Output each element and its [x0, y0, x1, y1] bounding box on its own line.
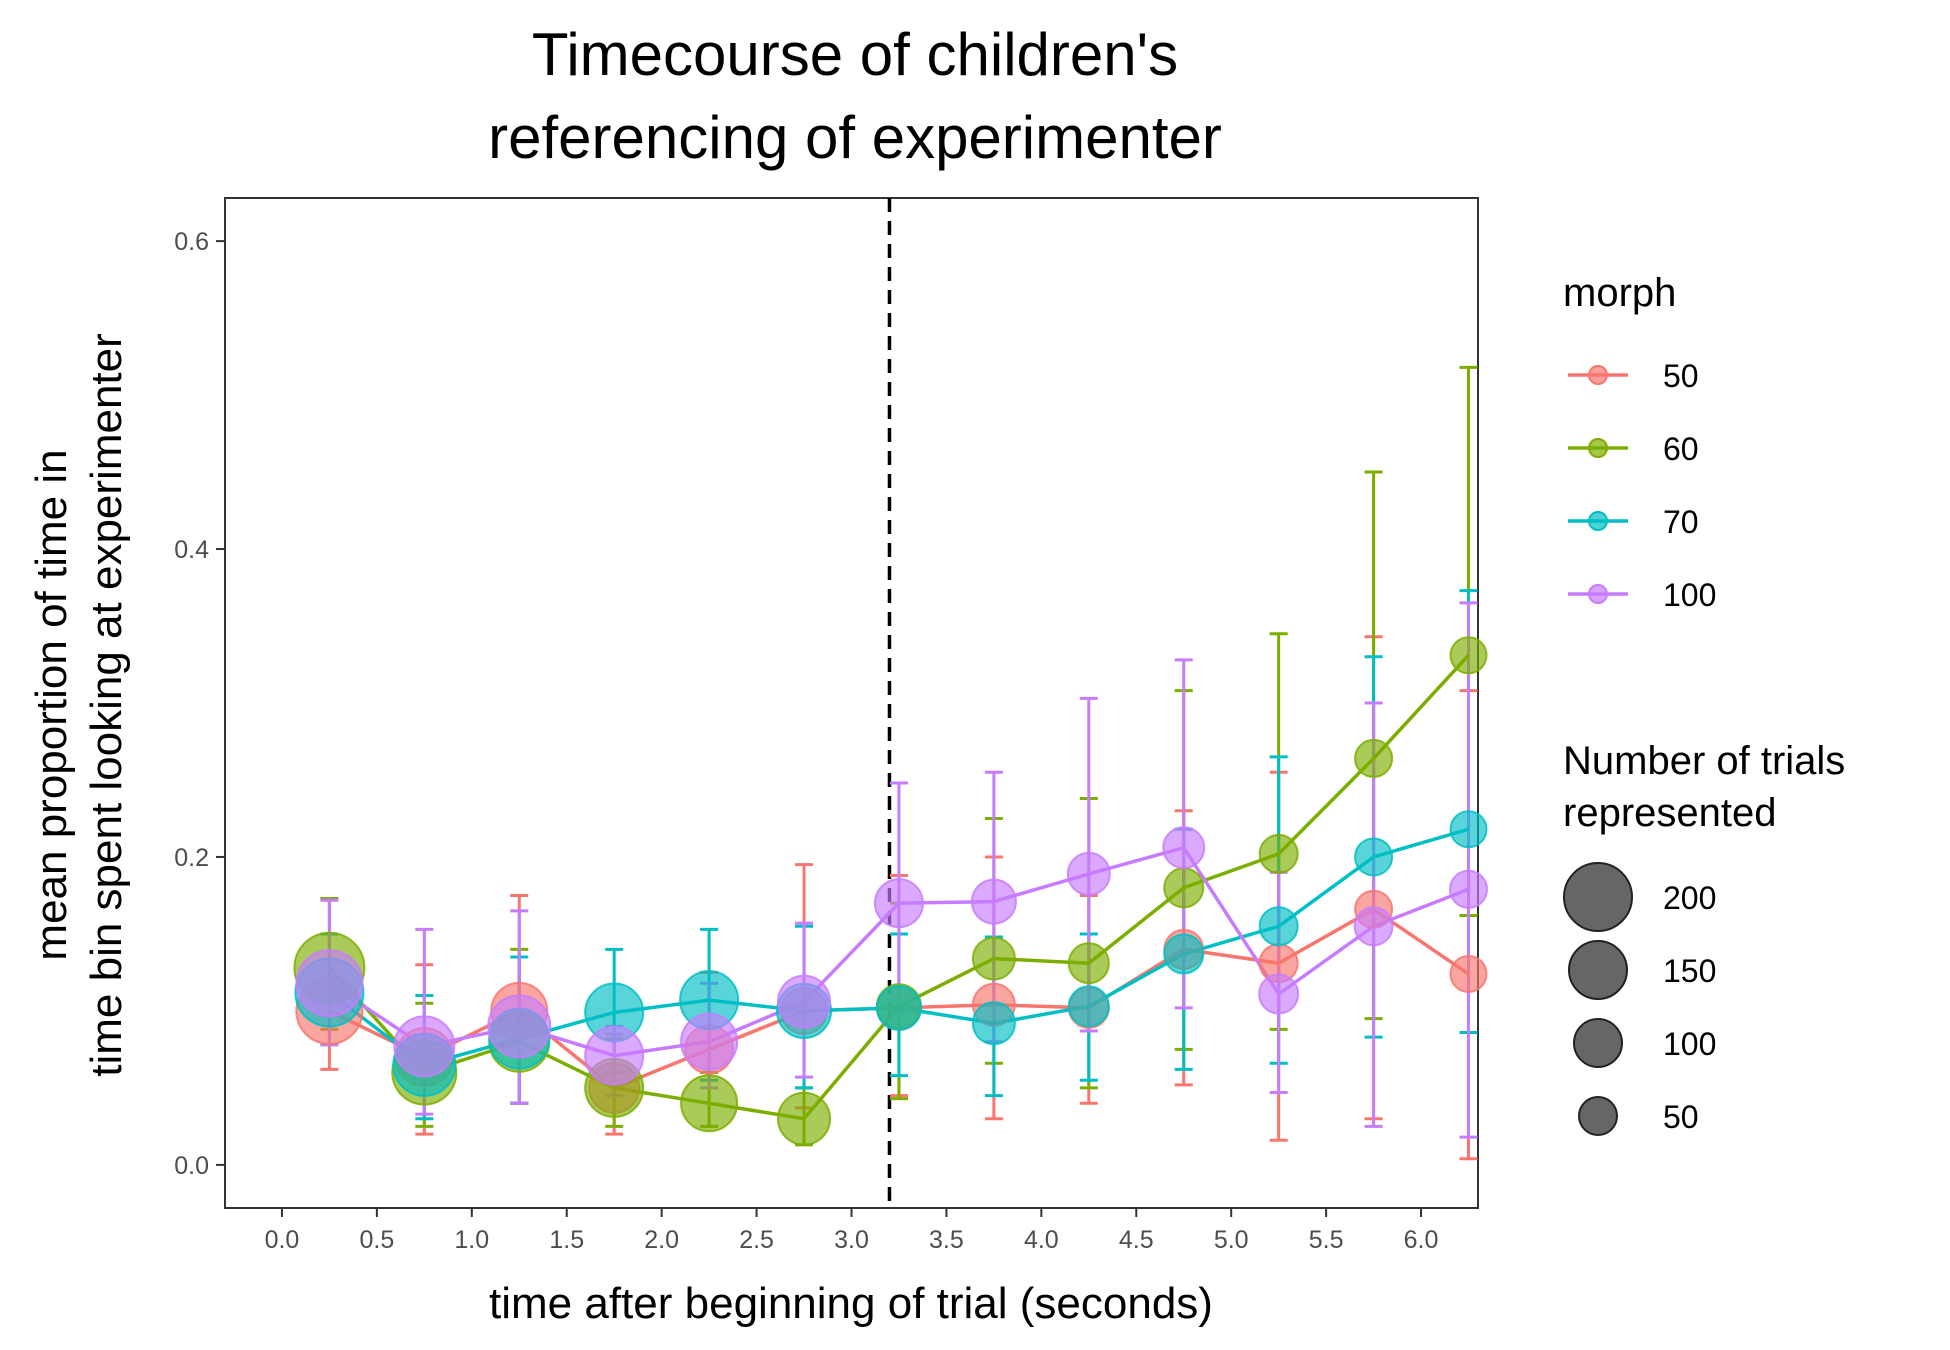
size-legend-label: 50: [1663, 1099, 1699, 1135]
data-point-60: [971, 936, 1016, 981]
x-axis-title: time after beginning of trial (seconds): [489, 1279, 1213, 1328]
data-point-100: [487, 994, 552, 1059]
x-tick-label: 4.5: [1119, 1226, 1154, 1254]
legend-label-100: 100: [1663, 577, 1716, 613]
data-point-100: [584, 1025, 645, 1086]
x-tick-label: 3.0: [834, 1226, 869, 1254]
y-tick-label: 0.0: [174, 1152, 209, 1180]
size-legend-point: [1568, 940, 1628, 1000]
data-point-60: [1163, 867, 1205, 909]
data-point-60: [1258, 833, 1299, 874]
x-tick-label: 2.5: [739, 1226, 774, 1254]
data-point-70: [1258, 906, 1299, 947]
data-point-60: [777, 1091, 832, 1146]
legend-point-60: [1588, 438, 1608, 458]
data-point-70: [875, 984, 922, 1031]
data-point-100: [777, 974, 832, 1029]
y-tick-label: 0.4: [174, 536, 209, 564]
x-tick-label: 0.0: [265, 1226, 300, 1254]
data-point-70: [971, 1001, 1016, 1046]
x-tick-label: 1.0: [454, 1226, 489, 1254]
data-point-70: [1067, 985, 1110, 1028]
legend-point-50: [1588, 365, 1608, 385]
x-tick-label: 3.5: [929, 1226, 964, 1254]
data-point-100: [1353, 906, 1394, 947]
data-point-70: [1449, 810, 1488, 849]
y-axis-title-line-2: time bin spent looking at experimenter: [82, 333, 131, 1077]
x-tick-label: 2.0: [644, 1226, 679, 1254]
y-axis: 0.0 0.2 0.4 0.6: [174, 228, 225, 1180]
data-point-100: [873, 878, 924, 929]
data-point-70: [1354, 837, 1394, 877]
x-tick-label: 5.5: [1309, 1226, 1344, 1254]
x-axis: 0.0 0.5 1.0 1.5 2.0 2.5 3.0 3.5 4.0 4.5 5.0 5.5 6.0: [265, 1208, 1439, 1254]
data-point-100: [1258, 973, 1300, 1015]
size-legend-point: [1573, 1018, 1623, 1068]
x-tick-label: 1.5: [549, 1226, 584, 1254]
data-point-100: [393, 1015, 456, 1078]
data-point-100: [970, 878, 1017, 925]
size-legend-point: [1563, 862, 1633, 932]
size-legend-point: [1578, 1096, 1618, 1136]
color-legend-title: morph: [1563, 271, 1676, 315]
size-legend-label: 200: [1663, 880, 1716, 916]
y-tick-label: 0.6: [174, 228, 209, 256]
plot-content: [293, 198, 1489, 1208]
data-point-100: [1162, 826, 1206, 870]
chart-title-line-2: referencing of experimenter: [488, 104, 1222, 171]
y-tick-label: 0.2: [174, 844, 209, 872]
x-tick-label: 6.0: [1404, 1226, 1439, 1254]
y-axis-title-line-1: mean proportion of time in: [27, 449, 76, 960]
data-point-50: [1449, 954, 1488, 993]
data-point-100: [295, 949, 364, 1018]
size-legend-title-line-2: represented: [1563, 791, 1776, 835]
data-point-60: [680, 1074, 739, 1133]
x-tick-label: 5.0: [1214, 1226, 1249, 1254]
data-point-100: [1066, 851, 1111, 896]
size-legend-title-line-1: Number of trials: [1563, 739, 1845, 783]
size-legend-label: 100: [1663, 1026, 1716, 1062]
x-tick-label: 4.0: [1024, 1226, 1059, 1254]
legend-label-50: 50: [1663, 358, 1699, 394]
legend-label-60: 60: [1663, 431, 1699, 467]
size-legend: Number of trials represented 200 150 100 50: [1563, 739, 1845, 1136]
size-legend-label: 150: [1663, 953, 1716, 989]
data-point-100: [1449, 869, 1489, 909]
data-point-60: [1067, 942, 1110, 985]
data-point-100: [680, 1012, 739, 1071]
chart-title-line-1: Timecourse of children's: [532, 21, 1178, 88]
legend-point-70: [1588, 511, 1608, 531]
x-tick-label: 0.5: [359, 1226, 394, 1254]
color-legend: morph 50 60 70 100: [1563, 271, 1716, 613]
legend-label-70: 70: [1663, 504, 1699, 540]
data-point-60: [1449, 636, 1488, 675]
data-point-60: [1354, 738, 1394, 778]
legend-point-100: [1588, 584, 1608, 604]
data-point-70: [1163, 933, 1205, 975]
